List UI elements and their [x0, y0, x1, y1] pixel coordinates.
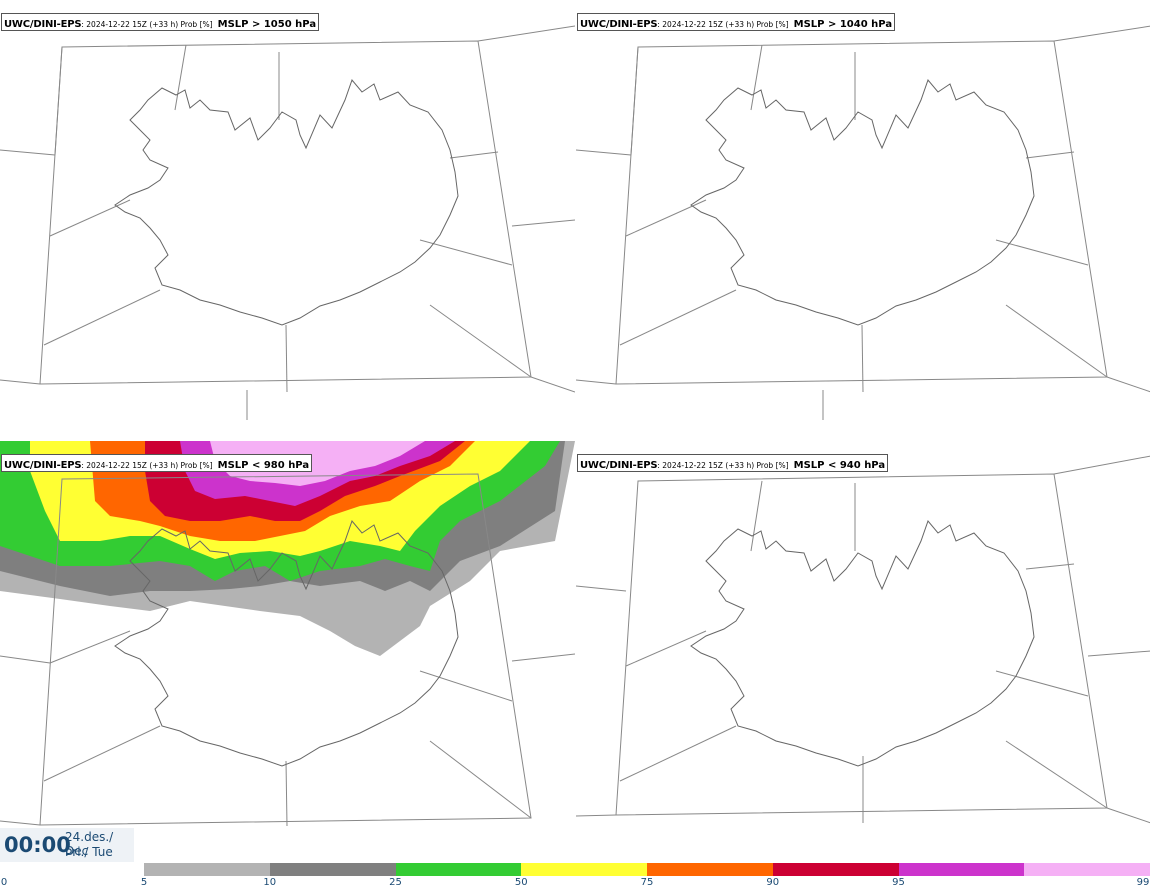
colorbar-segment	[395, 863, 522, 876]
probability-shading	[0, 441, 575, 656]
probability-colorbar	[144, 863, 1150, 876]
colorbar-segment	[647, 863, 773, 876]
valid-date: 24.des./ Dec	[65, 830, 114, 858]
panel-title: UWC/DINI-EPS: 2024-12-22 15Z (+33 h) Pro…	[1, 454, 313, 472]
valid-weekday: Þri./ Tue	[65, 845, 113, 859]
threshold-label: MSLP < 940 hPa	[793, 460, 886, 471]
panel-title: UWC/DINI-EPS: 2024-12-22 15Z (+33 h) Pro…	[577, 454, 889, 472]
colorbar-segment	[772, 863, 899, 876]
model-name: UWC/DINI-EPS	[4, 460, 82, 471]
map-canvas	[576, 25, 1150, 420]
panel-title: UWC/DINI-EPS: 2024-12-22 15Z (+33 h) Pro…	[577, 13, 896, 31]
model-name: UWC/DINI-EPS	[4, 19, 82, 30]
run-info: : 2024-12-22 15Z (+33 h) Prob [%]	[81, 461, 213, 470]
valid-time: 00:00	[4, 833, 71, 857]
run-info: : 2024-12-22 15Z (+33 h) Prob [%]	[81, 20, 213, 29]
threshold-label: MSLP > 1040 hPa	[793, 19, 893, 30]
colorbar-segment	[269, 863, 396, 876]
colorbar-tick-label: 50	[514, 877, 528, 888]
colorbar-tick-label: 75	[640, 877, 654, 888]
threshold-label: MSLP > 1050 hPa	[217, 19, 317, 30]
panel-title: UWC/DINI-EPS: 2024-12-22 15Z (+33 h) Pro…	[1, 13, 320, 31]
map-panel-mslp-lt-980: UWC/DINI-EPS: 2024-12-22 15Z (+33 h) Pro…	[0, 441, 575, 876]
colorbar-tick-label: 95	[892, 877, 905, 888]
colorbar-tick-label: 5	[140, 877, 148, 888]
colorbar-tick-label: 0	[0, 877, 8, 888]
model-name: UWC/DINI-EPS	[580, 460, 658, 471]
map-panel-mslp-gt-1040: UWC/DINI-EPS: 2024-12-22 15Z (+33 h) Pro…	[576, 0, 1150, 435]
model-name: UWC/DINI-EPS	[580, 19, 658, 30]
threshold-label: MSLP < 980 hPa	[217, 460, 310, 471]
colorbar-segment	[1024, 863, 1150, 876]
colorbar-tick-label: 90	[766, 877, 780, 888]
map-panel-mslp-gt-1050: UWC/DINI-EPS: 2024-12-22 15Z (+33 h) Pro…	[0, 0, 575, 435]
run-info: : 2024-12-22 15Z (+33 h) Prob [%]	[657, 20, 789, 29]
valid-time-display: 00:00 24.des./ Dec Þri./ Tue	[0, 828, 134, 862]
colorbar-segment	[898, 863, 1025, 876]
colorbar-segment	[144, 863, 270, 876]
run-info: : 2024-12-22 15Z (+33 h) Prob [%]	[657, 461, 789, 470]
map-canvas	[0, 25, 575, 420]
colorbar-segment	[521, 863, 647, 876]
map-panel-mslp-lt-940: UWC/DINI-EPS: 2024-12-22 15Z (+33 h) Pro…	[576, 441, 1150, 876]
map-canvas	[0, 441, 575, 827]
colorbar-tick-label: 99	[1136, 877, 1150, 888]
colorbar-tick-label: 10	[263, 877, 277, 888]
colorbar-tick-label: 25	[389, 877, 402, 888]
map-canvas	[576, 455, 1150, 824]
